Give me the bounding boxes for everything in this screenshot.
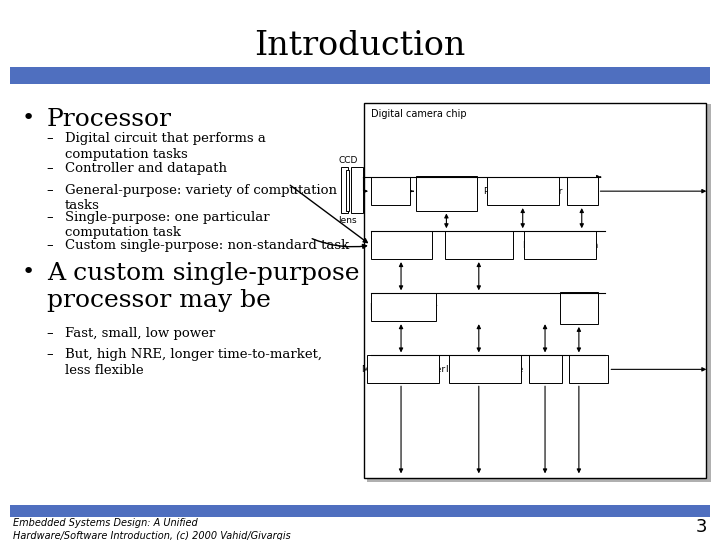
Text: –: – (47, 327, 53, 340)
Bar (351, 167, 363, 213)
Text: •: • (22, 262, 35, 282)
Text: Custom single-purpose: non-standard task: Custom single-purpose: non-standard task (65, 239, 349, 252)
Text: Digital camera chip: Digital camera chip (371, 109, 467, 119)
Text: A2D: A2D (382, 187, 400, 195)
Text: DMA controller: DMA controller (369, 303, 437, 312)
Text: But, high NRE, longer time-to-market,
less flexible: But, high NRE, longer time-to-market, le… (65, 348, 322, 377)
Text: •: • (22, 108, 35, 128)
Bar (367, 104, 711, 482)
Text: Controller and datapath: Controller and datapath (65, 162, 227, 175)
Text: –: – (47, 348, 53, 361)
Text: Display
ctrl: Display ctrl (562, 298, 596, 318)
Bar (10, 505, 710, 517)
Bar (341, 167, 348, 213)
Bar (371, 293, 436, 321)
Text: –: – (47, 162, 53, 175)
Text: lens: lens (338, 216, 357, 225)
Bar (371, 177, 410, 205)
Bar (367, 355, 439, 383)
Text: –: – (47, 184, 53, 197)
Text: Digital circuit that performs a
computation tasks: Digital circuit that performs a computat… (65, 132, 266, 161)
Text: D2A: D2A (573, 187, 591, 195)
Text: Single-purpose: one particular
computation task: Single-purpose: one particular computati… (65, 211, 269, 239)
Bar (364, 103, 706, 478)
Text: Embedded Systems Design: A Unified
Hardware/Software Introduction, (c) 2000 Vahi: Embedded Systems Design: A Unified Hardw… (13, 518, 291, 540)
Text: ISA bus interface: ISA bus interface (446, 365, 523, 374)
Text: Processor: Processor (47, 108, 172, 131)
Bar (529, 355, 562, 383)
Bar (449, 355, 521, 383)
Text: LCD ctrl: LCD ctrl (571, 365, 606, 374)
Text: –: – (47, 239, 53, 252)
Text: 3: 3 (696, 518, 707, 536)
Text: –: – (47, 211, 53, 224)
Text: CCD
preprocessor: CCD preprocessor (418, 184, 476, 202)
Text: A custom single-purpose
processor may be: A custom single-purpose processor may be (47, 262, 359, 312)
Text: Fast, small, low power: Fast, small, low power (65, 327, 215, 340)
Bar (371, 231, 432, 259)
Bar (10, 68, 710, 84)
Text: JPEG codec: JPEG codec (377, 241, 426, 249)
Text: UART: UART (534, 365, 557, 374)
Text: Microcontroller: Microcontroller (445, 241, 513, 249)
Text: CCD: CCD (338, 156, 357, 165)
Text: Memory controller: Memory controller (361, 365, 445, 374)
Text: General-purpose: variety of computation
tasks: General-purpose: variety of computation … (65, 184, 337, 212)
Bar (416, 176, 477, 211)
Text: Multiplier/Accum: Multiplier/Accum (522, 241, 598, 249)
Text: –: – (47, 132, 53, 145)
Bar (445, 231, 513, 259)
Text: Pixel coprocessor: Pixel coprocessor (484, 187, 562, 195)
Bar (560, 292, 598, 324)
Bar (346, 170, 349, 211)
Bar (567, 177, 598, 205)
Text: Introduction: Introduction (254, 30, 466, 62)
Bar (569, 355, 608, 383)
Bar (487, 177, 559, 205)
Bar (524, 231, 596, 259)
